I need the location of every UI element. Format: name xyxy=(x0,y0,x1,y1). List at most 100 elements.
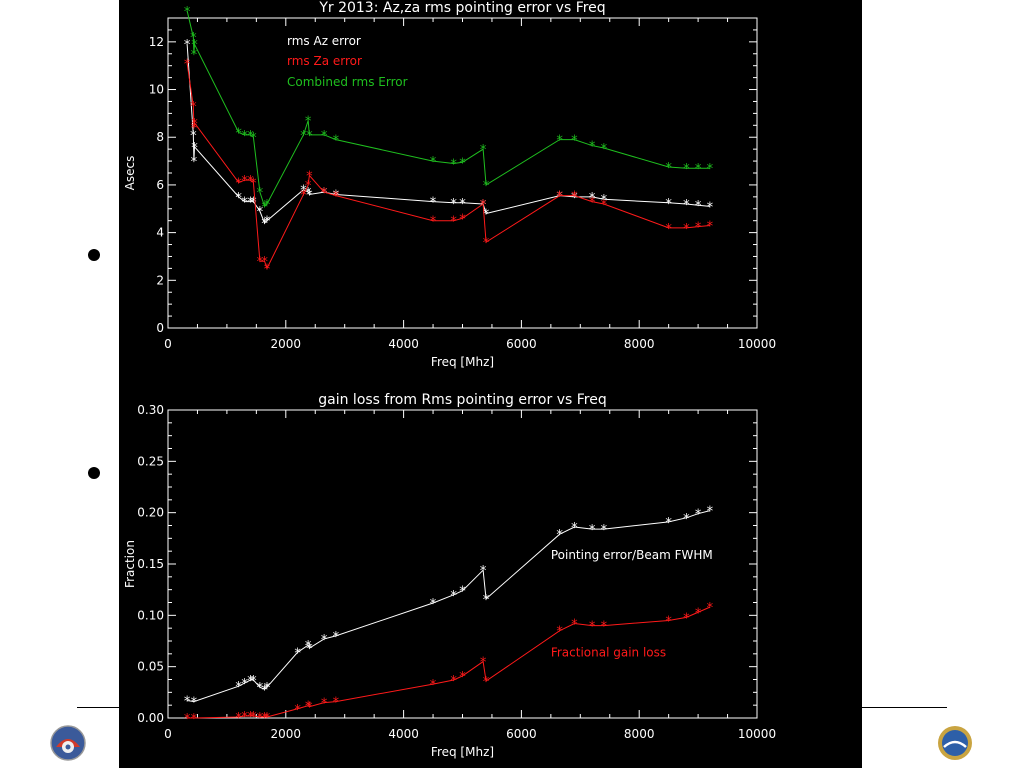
data-point: * xyxy=(707,505,714,520)
data-point: * xyxy=(483,675,490,690)
data-point: * xyxy=(333,630,340,645)
data-point: * xyxy=(184,38,191,53)
data-point: * xyxy=(294,703,301,718)
data-point: * xyxy=(556,625,563,640)
data-point: * xyxy=(191,696,198,711)
series-2: * * * * ** **** ** * ** * **** * * * * * * * xyxy=(184,601,714,727)
data-point: * xyxy=(305,700,312,715)
x-tick-label: 10000 xyxy=(738,337,776,351)
data-point: * xyxy=(589,191,596,206)
data-point: * xyxy=(707,219,714,234)
x-tick-label: 10000 xyxy=(738,727,776,741)
data-point: * xyxy=(601,142,608,157)
data-point: * xyxy=(665,161,672,176)
y-tick-label: 2 xyxy=(156,273,164,287)
data-point: * xyxy=(695,221,702,236)
data-point: * xyxy=(191,48,198,63)
x-tick-label: 8000 xyxy=(624,727,655,741)
series-1: * ** * ** **** *** *** **** * * * * * * * xyxy=(184,505,714,711)
data-point: * xyxy=(695,162,702,177)
y-tick-label: 0.25 xyxy=(137,454,164,468)
data-point: * xyxy=(250,674,257,689)
data-point: * xyxy=(235,191,242,206)
data-point: * xyxy=(241,710,248,725)
data-point: * xyxy=(294,646,301,661)
data-point: * xyxy=(261,200,268,215)
data-point: * xyxy=(571,134,578,149)
data-point: * xyxy=(250,196,257,211)
data-point: * xyxy=(589,620,596,635)
data-point: * xyxy=(571,521,578,536)
data-point: * xyxy=(264,262,271,277)
data-point: * xyxy=(707,162,714,177)
data-point: * xyxy=(247,174,254,189)
y-tick-label: 0.30 xyxy=(137,403,164,417)
data-point: * xyxy=(695,508,702,523)
data-point: * xyxy=(235,711,242,726)
data-point: * xyxy=(430,597,437,612)
data-point: * xyxy=(235,680,242,695)
data-point: * xyxy=(459,585,466,600)
data-point: * xyxy=(589,523,596,538)
series-line xyxy=(186,44,710,224)
data-point: * xyxy=(235,177,242,192)
data-point: * xyxy=(241,677,248,692)
chart-title: Yr 2013: Az,za rms pointing error vs Fre… xyxy=(318,0,605,16)
data-point: * xyxy=(306,642,313,657)
data-point: * xyxy=(305,186,312,201)
data-point: * xyxy=(191,712,198,727)
data-point: * xyxy=(247,129,254,144)
x-tick-label: 8000 xyxy=(624,337,655,351)
slide-bullet xyxy=(88,467,100,479)
data-point: * xyxy=(601,523,608,538)
data-point: * xyxy=(305,115,312,130)
data-point: * xyxy=(483,179,490,194)
y-axis-label: Fraction xyxy=(123,540,137,588)
data-point: * xyxy=(556,190,563,205)
data-point: * xyxy=(247,674,254,689)
data-point: * xyxy=(450,674,457,689)
y-tick-label: 0.10 xyxy=(137,608,164,622)
data-point: * xyxy=(450,157,457,172)
data-point: * xyxy=(665,614,672,629)
data-point: * xyxy=(321,186,328,201)
data-point: * xyxy=(571,191,578,206)
y-tick-label: 6 xyxy=(156,178,164,192)
data-point: * xyxy=(589,196,596,211)
data-point: * xyxy=(695,606,702,621)
data-point: * xyxy=(450,215,457,230)
x-tick-label: 4000 xyxy=(388,727,419,741)
data-point: * xyxy=(191,38,198,53)
data-point: * xyxy=(264,681,271,696)
data-point: * xyxy=(483,593,490,608)
data-point: * xyxy=(191,155,198,170)
data-point: * xyxy=(257,186,264,201)
x-axis-label: Freq [Mhz] xyxy=(431,355,494,369)
data-point: * xyxy=(459,197,466,212)
data-point: * xyxy=(571,190,578,205)
data-point: * xyxy=(589,140,596,155)
charts-svg: 0 2000 4000 6000 8000 10000 0 2 4 6 8 10 12 Yr 2013: … xyxy=(123,0,776,759)
data-point: * xyxy=(333,134,340,149)
x-tick-label: 2000 xyxy=(271,727,302,741)
data-point: * xyxy=(683,222,690,237)
data-point: * xyxy=(683,198,690,213)
data-point: * xyxy=(430,155,437,170)
data-point: * xyxy=(306,188,313,203)
data-point: * xyxy=(321,129,328,144)
y-tick-label: 12 xyxy=(149,35,164,49)
y-axis-label: Asecs xyxy=(123,156,137,191)
y-tick-label: 8 xyxy=(156,130,164,144)
data-point: * xyxy=(665,516,672,531)
data-point: * xyxy=(483,208,490,223)
slide-bullet xyxy=(88,249,100,261)
data-point: * xyxy=(430,678,437,693)
data-point: * xyxy=(480,198,487,213)
data-point: * xyxy=(261,217,268,232)
data-point: * xyxy=(333,190,340,205)
data-point: * xyxy=(305,179,312,194)
x-axis-label: Freq [Mhz] xyxy=(431,745,494,759)
y-tick-label: 0.00 xyxy=(137,711,164,725)
footer-rule-right xyxy=(862,707,947,708)
data-point: * xyxy=(300,129,307,144)
